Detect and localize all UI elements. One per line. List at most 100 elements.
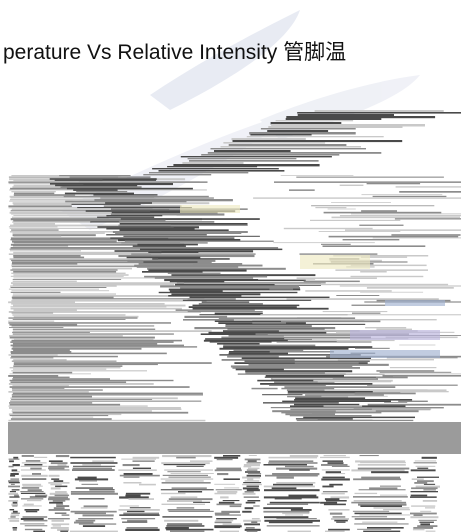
block-stripe xyxy=(217,491,238,493)
stripe xyxy=(50,183,173,186)
stripe xyxy=(11,416,94,418)
stripe xyxy=(258,279,316,280)
block-stripe xyxy=(245,471,261,473)
stripe xyxy=(12,295,192,297)
block-stripe xyxy=(216,467,241,470)
stripe xyxy=(379,371,452,373)
stripe xyxy=(287,395,349,398)
stripe xyxy=(233,349,304,352)
block-stripe xyxy=(410,469,436,472)
stripe xyxy=(118,239,241,242)
block-stripe xyxy=(417,525,438,527)
block-stripe xyxy=(70,492,118,495)
stripe xyxy=(187,311,263,313)
block-stripe xyxy=(352,510,390,512)
block-stripe xyxy=(89,489,115,491)
block-stripe xyxy=(246,489,260,492)
stripe xyxy=(273,242,375,244)
block-stripe xyxy=(325,530,345,532)
block-stripe xyxy=(57,528,69,531)
stripe xyxy=(267,130,329,133)
stripe xyxy=(257,379,322,382)
stripe xyxy=(201,301,250,303)
block-stripe xyxy=(325,473,346,475)
stripe xyxy=(134,264,263,267)
stripe xyxy=(76,191,128,193)
stripe xyxy=(398,400,428,402)
block-stripe xyxy=(75,487,113,489)
stripe xyxy=(143,174,212,176)
block-stripe xyxy=(287,530,311,532)
stripe xyxy=(232,140,403,143)
block-stripe xyxy=(170,473,214,474)
stripe xyxy=(11,213,115,215)
block-stripe xyxy=(49,469,70,471)
block-stripe xyxy=(411,505,436,507)
stripe xyxy=(11,387,65,389)
block-stripe xyxy=(8,465,14,468)
stripe xyxy=(13,274,129,276)
block-stripe xyxy=(161,492,186,495)
stripe xyxy=(148,269,247,272)
stripe xyxy=(9,373,92,375)
block-stripe xyxy=(329,512,343,515)
block-stripe xyxy=(320,456,350,459)
stripe xyxy=(249,132,356,135)
block-stripe xyxy=(414,460,437,462)
stripe xyxy=(158,291,298,294)
stripe xyxy=(13,194,76,197)
block-stripe xyxy=(215,519,234,522)
block-stripe xyxy=(127,510,145,513)
block-stripe xyxy=(176,507,195,509)
block-stripe xyxy=(223,478,240,480)
stripe xyxy=(10,381,127,383)
block-stripe xyxy=(244,528,261,531)
stripe xyxy=(118,255,255,258)
block-stripe xyxy=(217,473,229,476)
stripe xyxy=(220,146,361,148)
stripe xyxy=(361,210,397,212)
block-stripe xyxy=(20,469,46,471)
block-stripe xyxy=(246,469,258,471)
block-stripe xyxy=(123,476,140,478)
stripe xyxy=(105,202,152,204)
stripe xyxy=(231,138,306,141)
stripe xyxy=(8,226,58,228)
stripe xyxy=(12,371,73,374)
stripe xyxy=(323,405,363,407)
stripe xyxy=(376,328,412,331)
stripe xyxy=(286,298,439,300)
block-stripe xyxy=(243,465,252,468)
stripe xyxy=(13,368,107,370)
stripe xyxy=(8,301,76,304)
block-stripe xyxy=(10,483,15,485)
stripe xyxy=(11,259,143,262)
block-stripe xyxy=(176,456,196,459)
block-stripe xyxy=(218,501,235,504)
block-stripe xyxy=(216,518,237,520)
stripe xyxy=(245,371,325,374)
block-stripe xyxy=(166,525,205,527)
stripe xyxy=(313,379,393,382)
stripe xyxy=(13,271,117,273)
stripe xyxy=(180,287,300,290)
stripe xyxy=(13,349,70,352)
block-stripe xyxy=(10,474,16,477)
distorted-chart-area xyxy=(8,110,461,422)
stripe xyxy=(274,283,449,286)
block-stripe xyxy=(322,485,334,488)
block-stripe xyxy=(12,510,18,513)
stripe xyxy=(311,205,435,207)
block-stripe xyxy=(10,473,19,475)
block-stripe xyxy=(214,512,230,515)
stripe xyxy=(260,128,356,130)
stripe xyxy=(11,312,54,314)
stripe xyxy=(322,245,426,247)
block-stripe xyxy=(371,471,409,474)
stripe xyxy=(324,389,447,392)
stripe xyxy=(367,403,461,406)
stripe xyxy=(126,256,201,259)
block-stripe xyxy=(20,492,46,494)
stripe xyxy=(97,226,199,229)
block-stripe xyxy=(50,462,68,465)
